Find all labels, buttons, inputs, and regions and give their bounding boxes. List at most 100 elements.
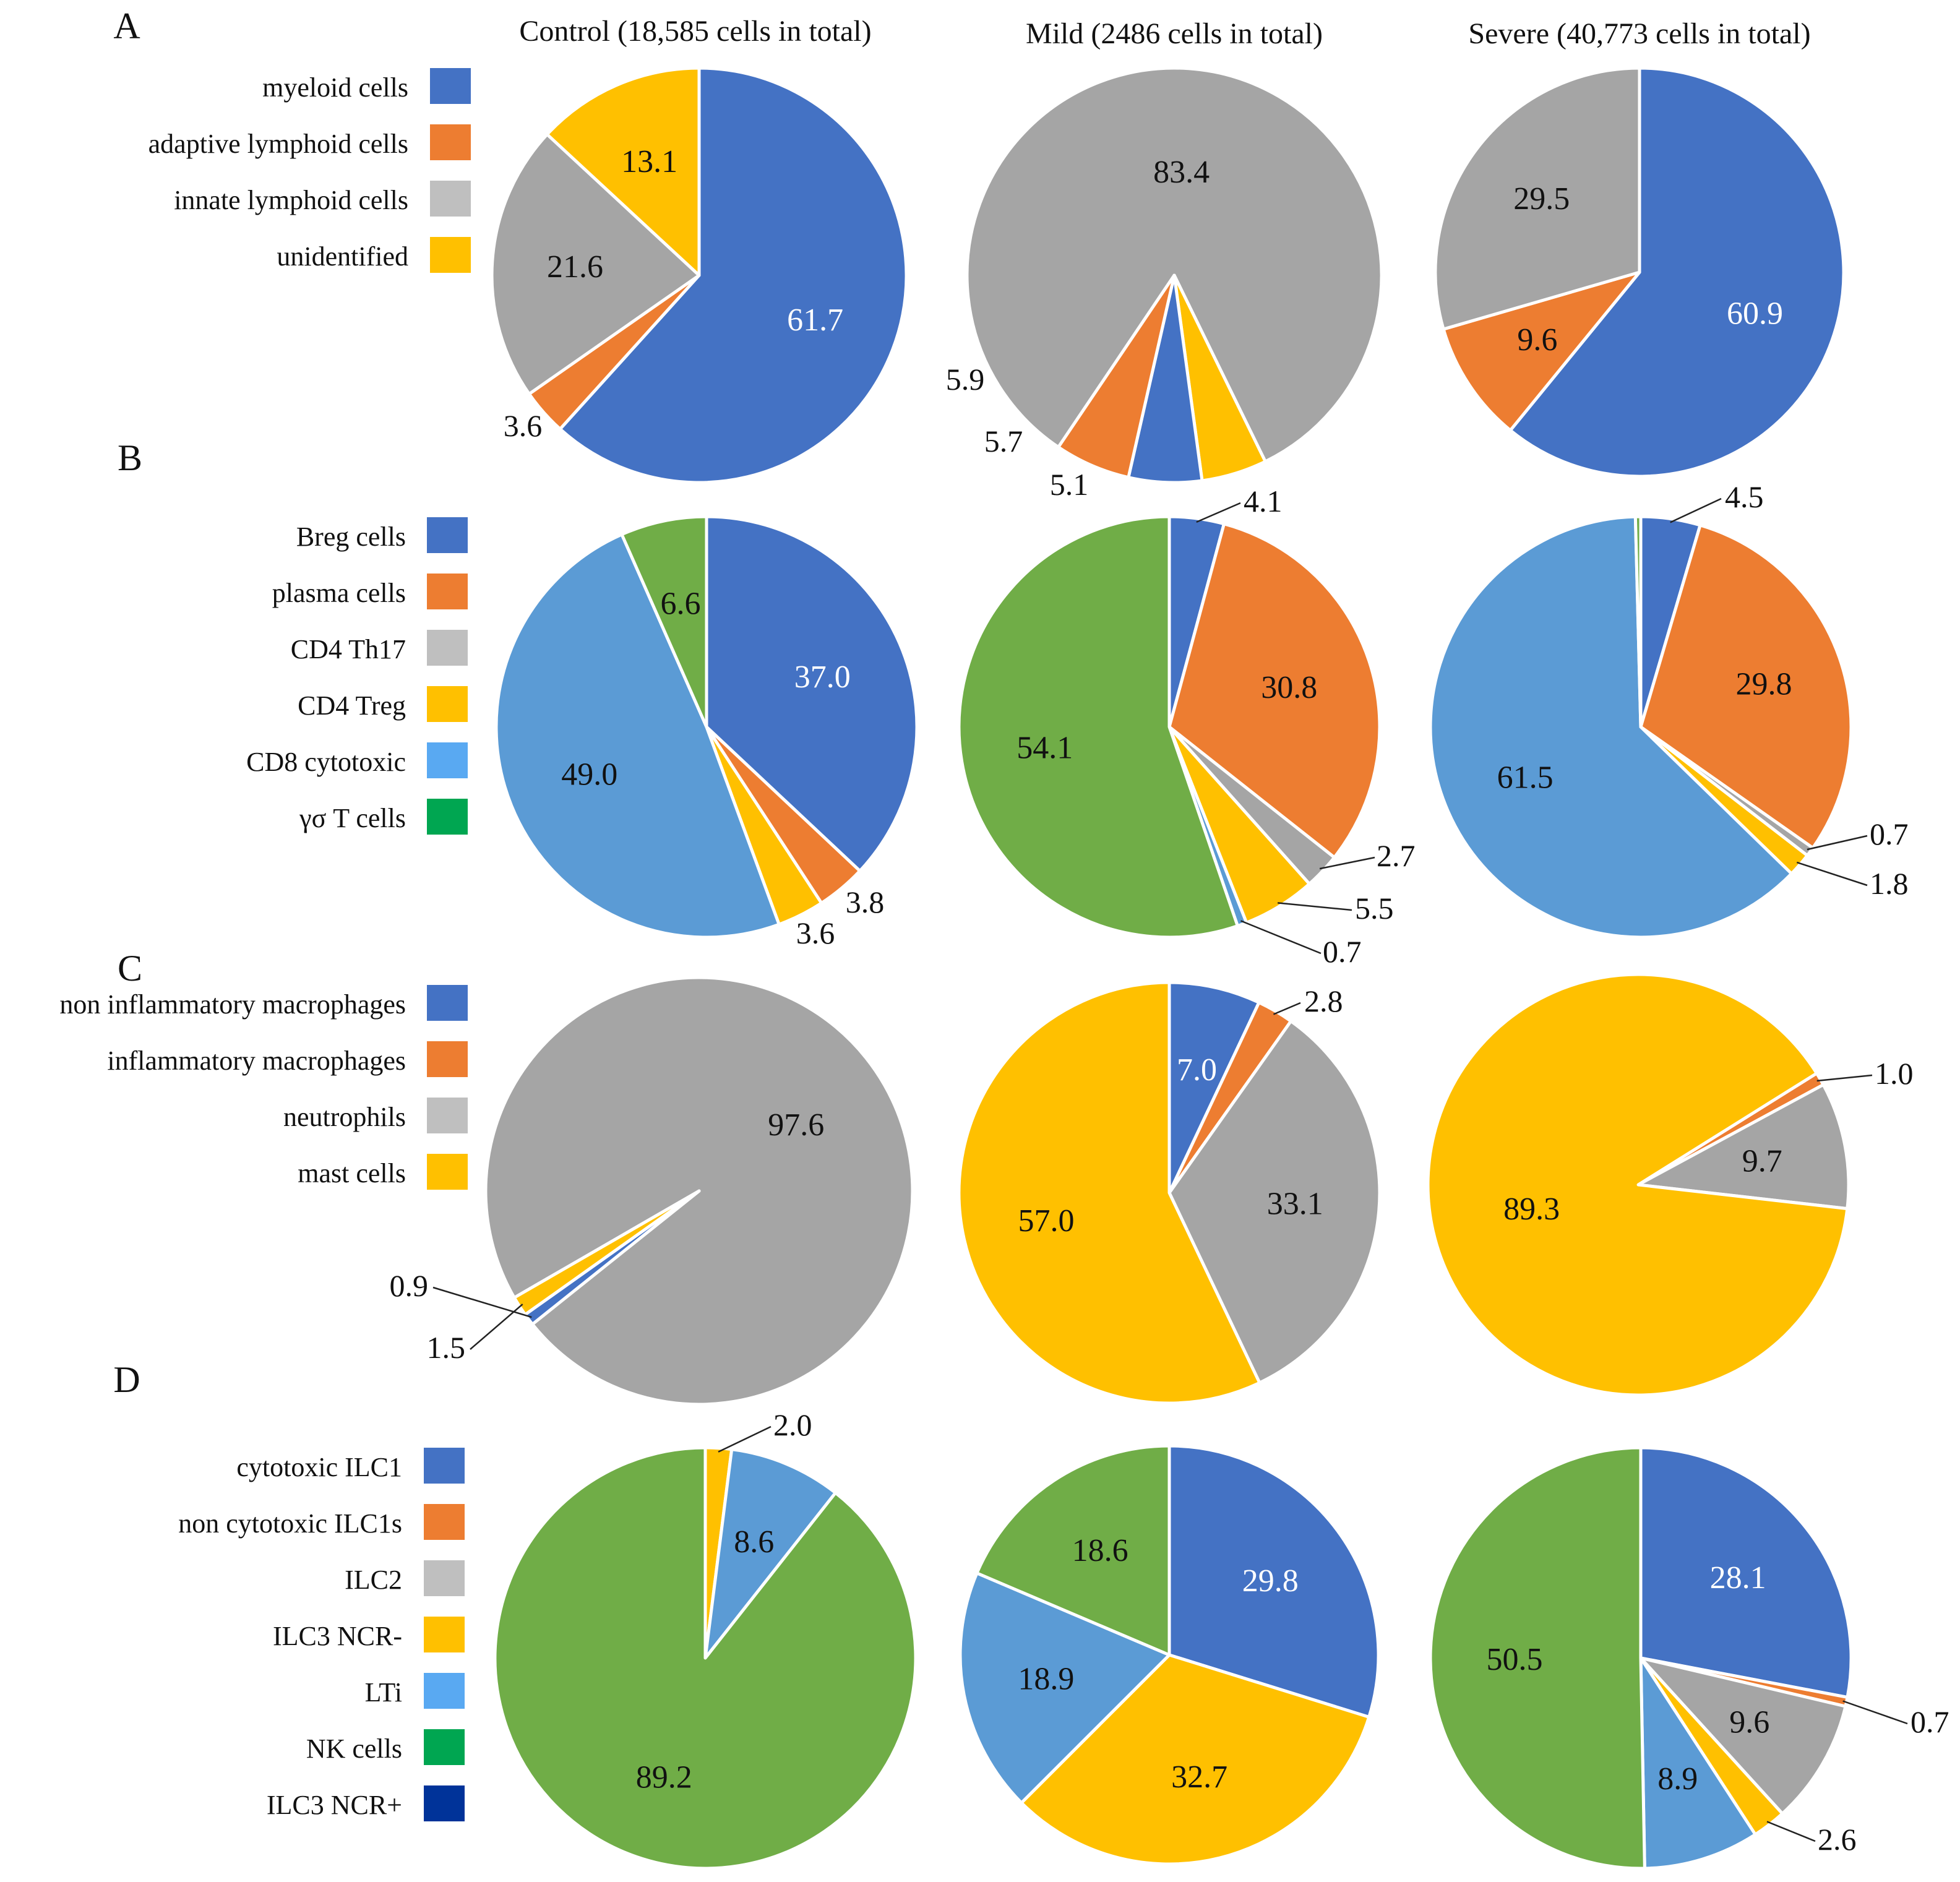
legend-swatch xyxy=(430,181,471,217)
leader-line xyxy=(1670,497,1722,523)
leader-line xyxy=(432,1286,532,1318)
slice-label: 1.8 xyxy=(1870,866,1909,901)
pie-slice xyxy=(494,533,781,939)
slice-label: 2.0 xyxy=(773,1407,812,1442)
legend-label: CD4 Treg xyxy=(298,690,406,721)
leader-line xyxy=(470,1304,523,1350)
legend-swatch xyxy=(427,1041,468,1077)
slice-label: 2.6 xyxy=(1818,1822,1857,1857)
pie-slice xyxy=(1639,523,1853,850)
pie-slice xyxy=(1508,66,1846,478)
pie-slice xyxy=(1633,515,1643,729)
slice-label: 5.9 xyxy=(946,362,985,397)
slice-label: 18.9 xyxy=(1018,1662,1074,1697)
pie-slice xyxy=(1167,981,1261,1195)
legend-swatch xyxy=(424,1785,465,1821)
legend-label: plasma cells xyxy=(272,578,406,608)
pie-slice xyxy=(1057,273,1176,479)
legend-label: NK cells xyxy=(306,1734,402,1764)
slice-label: 9.6 xyxy=(1729,1705,1769,1740)
column-title-control: Control (18,585 cells in total) xyxy=(519,15,871,48)
legend-swatch xyxy=(427,742,468,778)
slice-label: 30.8 xyxy=(1261,670,1317,705)
panel-letter-c: C xyxy=(118,948,142,989)
pie-slice xyxy=(1636,1083,1850,1211)
legend-label: ILC2 xyxy=(345,1565,402,1595)
pie-slice xyxy=(705,515,919,873)
legend-swatch xyxy=(427,1098,468,1133)
slice-label: 5.1 xyxy=(1050,467,1089,502)
legend-swatch xyxy=(430,237,471,273)
panel-letter-a: A xyxy=(113,6,140,46)
legends: myeloid cells adaptive lymphoid cells inna… xyxy=(59,68,471,1821)
column-title-severe: Severe (40,773 cells in total) xyxy=(1468,17,1810,50)
pie-slice xyxy=(1442,270,1641,432)
legend-swatch xyxy=(427,574,468,609)
leader-line xyxy=(1842,1700,1908,1725)
slice-label: 89.3 xyxy=(1503,1192,1560,1227)
slice-label: 83.4 xyxy=(1153,155,1210,190)
slice-label: 8.6 xyxy=(734,1524,774,1560)
legend-swatch xyxy=(427,630,468,666)
pie-slice xyxy=(490,132,701,396)
slice-label: 61.5 xyxy=(1497,760,1554,796)
legend-swatch xyxy=(424,1504,465,1540)
slice-label: 2.7 xyxy=(1377,838,1416,873)
pie-slice xyxy=(620,515,708,729)
legend-swatch xyxy=(424,1617,465,1652)
slice-label: 2.8 xyxy=(1304,984,1343,1018)
slice-label: 0.7 xyxy=(1911,1704,1949,1739)
pie-slice xyxy=(1429,515,1794,939)
slice-label: 9.6 xyxy=(1517,322,1557,358)
pie-slice xyxy=(957,515,1239,939)
slice-label: 13.1 xyxy=(621,144,677,179)
slice-label: 21.6 xyxy=(547,249,603,285)
legend-swatch xyxy=(424,1560,465,1596)
slice-label: 5.5 xyxy=(1355,891,1394,926)
legend-swatch xyxy=(427,985,468,1021)
pie-slice xyxy=(975,1444,1171,1657)
leader-line xyxy=(1319,856,1375,870)
pie-slice xyxy=(1433,66,1641,331)
slice-label: 6.6 xyxy=(661,586,701,621)
legend-swatch xyxy=(424,1673,465,1709)
legend-label: innate lymphoid cells xyxy=(174,185,408,215)
legend-label: non inflammatory macrophages xyxy=(59,989,406,1020)
slice-label: 29.5 xyxy=(1513,181,1570,217)
pie-slice xyxy=(1167,1020,1382,1385)
pie-slice xyxy=(1429,1446,1646,1870)
slice-label: 3.6 xyxy=(504,408,543,443)
legend-label: adaptive lymphoid cells xyxy=(148,129,408,159)
legend-label: myeloid cells xyxy=(262,72,408,103)
leader-line xyxy=(1816,1074,1873,1082)
pie-slice xyxy=(957,981,1262,1405)
slice-label: 28.1 xyxy=(1710,1560,1766,1596)
legend-label: CD8 cytotoxic xyxy=(246,747,406,777)
pie-slice xyxy=(1639,1656,1847,1815)
legend-label: CD4 Th17 xyxy=(291,634,406,664)
slice-label: 9.7 xyxy=(1742,1143,1782,1179)
legend-label: mast cells xyxy=(298,1158,406,1188)
legend-swatch xyxy=(427,686,468,722)
legend-label: inflammatory macrophages xyxy=(107,1046,406,1076)
legend-label: ILC3 NCR+ xyxy=(267,1790,402,1820)
leader-line xyxy=(1807,835,1868,851)
slice-label: 3.6 xyxy=(796,916,835,950)
legend-label: unidentified xyxy=(277,241,408,272)
slice-label: 0.7 xyxy=(1323,934,1362,969)
slice-label: 49.0 xyxy=(561,757,617,792)
slice-labels: 61.7 3.6 21.6 13.1 83.4 5.1 5.7 5.9 60.9 9.6 29.5 3… xyxy=(390,144,1949,1857)
leader-line xyxy=(1196,502,1241,523)
column-title-mild: Mild (2486 cells in total) xyxy=(1026,17,1323,50)
pie-slice xyxy=(545,66,701,277)
pie-slice xyxy=(493,1446,918,1870)
pie-slice xyxy=(1426,973,1849,1397)
legend-label: LTi xyxy=(365,1677,402,1708)
slice-label: 32.7 xyxy=(1171,1760,1227,1795)
slice-label: 97.6 xyxy=(768,1107,824,1143)
slice-label: 1.0 xyxy=(1875,1056,1914,1091)
slice-label: 60.9 xyxy=(1727,296,1783,332)
pie-slice xyxy=(1639,1446,1853,1699)
slice-label: 89.2 xyxy=(636,1760,692,1795)
